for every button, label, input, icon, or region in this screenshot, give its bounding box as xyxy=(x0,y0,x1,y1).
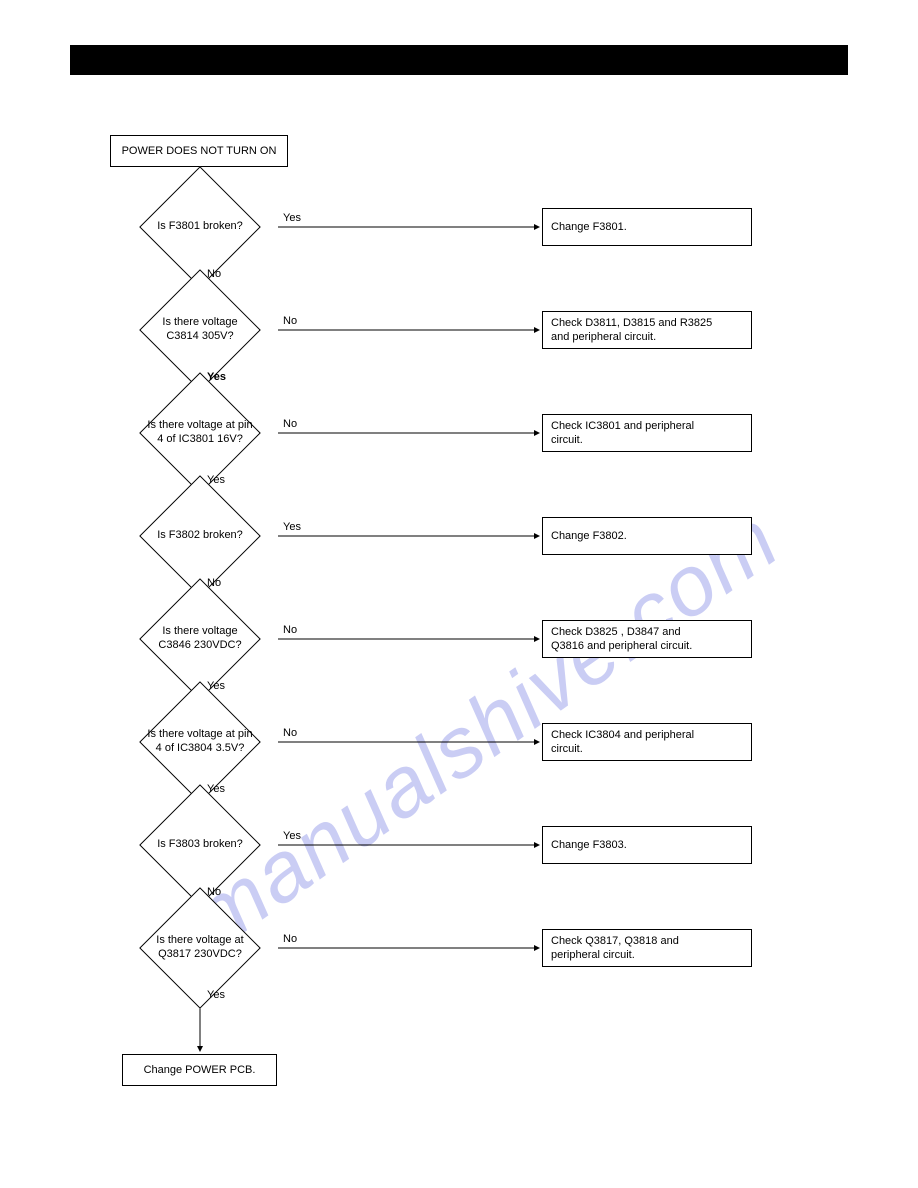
decision-d5: Is there voltageC3846 230VDC? xyxy=(157,596,243,682)
decision-text: Is F3802 broken? xyxy=(125,493,275,579)
header-bar xyxy=(70,45,848,75)
flowchart-canvas: manualshive.com xyxy=(0,130,918,1130)
branch-label: No xyxy=(283,315,297,327)
decision-d3: Is there voltage at pin4 of IC3801 16V? xyxy=(157,390,243,476)
action-d1: Change F3801. xyxy=(542,208,752,246)
action-d2: Check D3811, D3815 and R3825and peripher… xyxy=(542,311,752,349)
decision-d4: Is F3802 broken? xyxy=(157,493,243,579)
action-d3: Check IC3801 and peripheralcircuit. xyxy=(542,414,752,452)
branch-label: No xyxy=(283,727,297,739)
down-label: Yes xyxy=(207,680,225,692)
decision-text: Is there voltageC3846 230VDC? xyxy=(125,596,275,682)
action-d5: Check D3825 , D3847 andQ3816 and periphe… xyxy=(542,620,752,658)
branch-label: Yes xyxy=(283,830,301,842)
action-d8: Check Q3817, Q3818 andperipheral circuit… xyxy=(542,929,752,967)
branch-label: No xyxy=(283,933,297,945)
decision-d2: Is there voltageC3814 305V? xyxy=(157,287,243,373)
down-label: Yes xyxy=(207,474,225,486)
decision-text: Is there voltage at pin4 of IC3801 16V? xyxy=(125,390,275,476)
branch-label: No xyxy=(283,624,297,636)
down-label: No xyxy=(207,268,221,280)
down-label: Yes xyxy=(207,371,226,383)
branch-label: Yes xyxy=(283,521,301,533)
branch-label: Yes xyxy=(283,212,301,224)
decision-text: Is there voltage at pin4 of IC3804 3.5V? xyxy=(125,699,275,785)
decision-d6: Is there voltage at pin4 of IC3804 3.5V? xyxy=(157,699,243,785)
start-box: POWER DOES NOT TURN ON xyxy=(110,135,288,167)
down-label: No xyxy=(207,886,221,898)
action-d4: Change F3802. xyxy=(542,517,752,555)
decision-text: Is F3801 broken? xyxy=(125,184,275,270)
down-label: Yes xyxy=(207,989,225,1001)
decision-text: Is there voltageC3814 305V? xyxy=(125,287,275,373)
decision-text: Is F3803 broken? xyxy=(125,802,275,888)
down-label: Yes xyxy=(207,783,225,795)
final-box: Change POWER PCB. xyxy=(122,1054,277,1086)
down-label: No xyxy=(207,577,221,589)
branch-label: No xyxy=(283,418,297,430)
decision-text: Is there voltage atQ3817 230VDC? xyxy=(125,905,275,991)
action-d7: Change F3803. xyxy=(542,826,752,864)
action-d6: Check IC3804 and peripheralcircuit. xyxy=(542,723,752,761)
decision-d1: Is F3801 broken? xyxy=(157,184,243,270)
decision-d8: Is there voltage atQ3817 230VDC? xyxy=(157,905,243,991)
decision-d7: Is F3803 broken? xyxy=(157,802,243,888)
